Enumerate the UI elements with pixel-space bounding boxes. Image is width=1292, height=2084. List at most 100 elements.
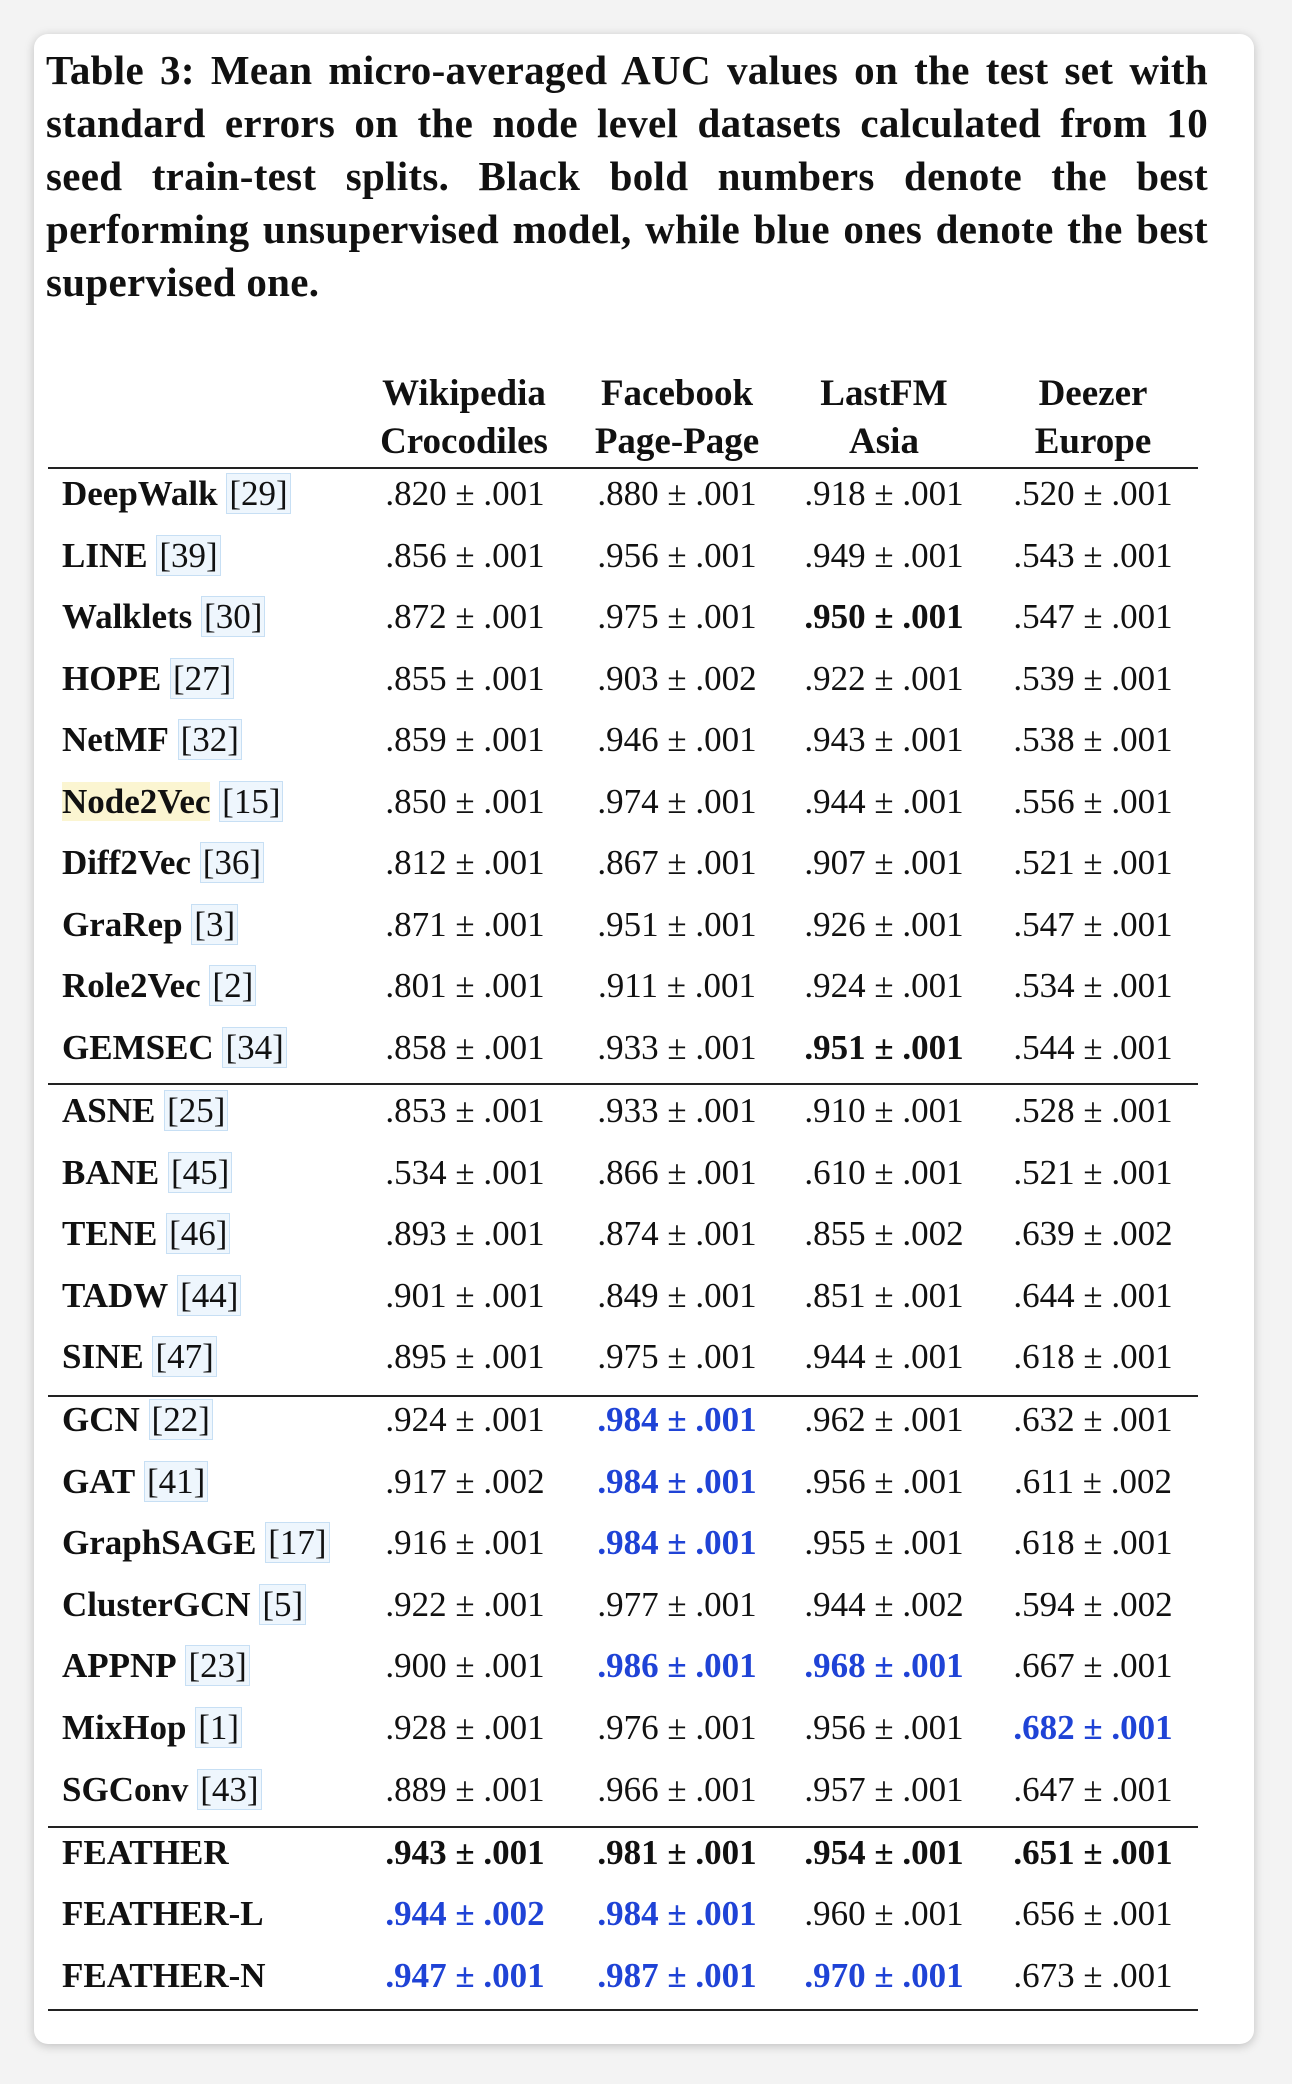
column-header-2-line1: Facebook xyxy=(600,373,754,414)
auc-value-cell: .521 ± .001 xyxy=(1013,1152,1173,1192)
citation-link[interactable]: [15] xyxy=(219,780,284,822)
auc-value-cell: .924 ± .001 xyxy=(804,966,964,1006)
auc-value-cell: .801 ± .001 xyxy=(385,966,545,1006)
table-row: NetMF [32] .859 ± .001 .946 ± .001 .943 ± .… xyxy=(0,712,1292,774)
citation-link[interactable]: [34] xyxy=(222,1026,287,1068)
method-name: LINE xyxy=(62,535,148,575)
auc-value-cell: .956 ± .001 xyxy=(804,1461,964,1501)
column-header-3: LastFM Asia xyxy=(784,370,984,466)
auc-value-cell: .951 ± .001 xyxy=(804,1027,964,1067)
method-cell: SGConv [43] xyxy=(62,1768,262,1810)
citation-link[interactable]: [23] xyxy=(185,1645,250,1687)
citation-link[interactable]: [45] xyxy=(168,1151,233,1193)
method-name: Role2Vec xyxy=(62,966,201,1006)
table-row: Diff2Vec [36] .812 ± .001 .867 ± .001 .907 … xyxy=(0,835,1292,897)
auc-value-cell: .853 ± .001 xyxy=(385,1091,545,1130)
auc-value-cell: .528 ± .001 xyxy=(1013,1091,1173,1130)
citation-link[interactable]: [41] xyxy=(144,1460,209,1502)
table-row: GCN [22] .924 ± .001 .984 ± .001 .962 ± .00… xyxy=(0,1392,1292,1454)
auc-value-cell: .949 ± .001 xyxy=(804,535,964,575)
auc-value-cell: .957 ± .001 xyxy=(804,1769,964,1809)
auc-value-cell: .850 ± .001 xyxy=(385,781,545,821)
auc-value-cell: .981 ± .001 xyxy=(597,1832,757,1872)
table-rule xyxy=(48,2009,1198,2011)
method-name: GraRep xyxy=(62,904,183,944)
auc-value-cell: .667 ± .001 xyxy=(1013,1646,1173,1686)
citation-link[interactable]: [1] xyxy=(195,1707,243,1748)
auc-value-cell: .820 ± .001 xyxy=(385,474,545,513)
auc-value-cell: .944 ± .002 xyxy=(804,1584,964,1624)
citation-link[interactable]: [22] xyxy=(148,1399,213,1441)
method-cell: TADW [44] xyxy=(62,1274,242,1316)
citation-number: 39 xyxy=(171,535,206,575)
auc-value-cell: .944 ± .001 xyxy=(804,1337,964,1377)
method-cell: MixHop [1] xyxy=(62,1707,243,1748)
column-header-3-line1: LastFM xyxy=(820,373,948,414)
auc-value-cell: .851 ± .001 xyxy=(804,1275,964,1315)
citation-link[interactable]: [44] xyxy=(177,1274,242,1316)
citation-number: 47 xyxy=(167,1337,203,1377)
auc-value-cell: .968 ± .001 xyxy=(804,1646,964,1686)
auc-value-cell: .539 ± .001 xyxy=(1013,658,1173,698)
citation-number: 43 xyxy=(211,1769,247,1809)
method-name: MixHop xyxy=(62,1708,187,1747)
citation-link[interactable]: [47] xyxy=(152,1336,217,1378)
auc-value-cell: .933 ± .001 xyxy=(597,1027,757,1067)
citation-link[interactable]: [2] xyxy=(209,965,257,1007)
citation-link[interactable]: [39] xyxy=(156,534,221,576)
method-name: GAT xyxy=(62,1461,136,1501)
auc-value-cell: .907 ± .001 xyxy=(804,843,964,883)
auc-value-cell: .543 ± .001 xyxy=(1013,535,1173,575)
table-row: MixHop [1] .928 ± .001 .976 ± .001 .956 ± .… xyxy=(0,1700,1292,1762)
auc-value-cell: .594 ± .002 xyxy=(1013,1584,1173,1624)
citation-link[interactable]: [43] xyxy=(197,1768,262,1810)
method-cell: TENE [46] xyxy=(62,1213,231,1255)
citation-link[interactable]: [27] xyxy=(169,657,235,699)
table-row: GraphSAGE [17] .916 ± .001 .984 ± .001 .955… xyxy=(0,1515,1292,1577)
table-row: GAT [41] .917 ± .002 .984 ± .001 .956 ± .00… xyxy=(0,1454,1292,1516)
table-row: SINE [47] .895 ± .001 .975 ± .001 .944 ± .0… xyxy=(0,1329,1292,1391)
citation-link[interactable]: [17] xyxy=(265,1522,330,1564)
citation-link[interactable]: [32] xyxy=(177,719,242,761)
auc-value-cell: .889 ± .001 xyxy=(385,1769,545,1809)
citation-link[interactable]: [5] xyxy=(259,1583,307,1625)
method-name: FEATHER-N xyxy=(62,1955,266,1995)
auc-value-cell: .944 ± .001 xyxy=(804,781,964,821)
auc-value-cell: .966 ± .001 xyxy=(597,1769,757,1809)
citation-link[interactable]: [36] xyxy=(199,842,265,884)
citation-link[interactable]: [46] xyxy=(166,1213,231,1255)
citation-number: 1 xyxy=(209,1708,228,1747)
table-caption: Table 3: Mean micro-averaged AUC values … xyxy=(46,47,1208,305)
table-row: Node2Vec [15] .850 ± .001 .974 ± .001 .944 … xyxy=(0,774,1292,836)
method-cell: ClusterGCN [5] xyxy=(62,1583,307,1625)
table-rule xyxy=(48,1083,1198,1085)
table-row: ClusterGCN [5] .922 ± .001 .977 ± .001 .944… xyxy=(0,1577,1292,1639)
auc-value-cell: .916 ± .001 xyxy=(385,1523,545,1563)
auc-value-cell: .895 ± .001 xyxy=(385,1337,545,1377)
auc-value-cell: .917 ± .002 xyxy=(385,1461,545,1501)
method-name: TENE xyxy=(62,1214,158,1254)
citation-link[interactable]: [30] xyxy=(201,596,266,638)
method-cell: LINE [39] xyxy=(62,534,221,576)
method-cell: GCN [22] xyxy=(62,1399,213,1441)
auc-value-cell: .673 ± .001 xyxy=(1013,1955,1173,1995)
auc-value-cell: .547 ± .001 xyxy=(1013,597,1173,637)
citation-number: 45 xyxy=(182,1152,218,1192)
method-cell: Diff2Vec [36] xyxy=(62,842,265,884)
table-row: TADW [44] .901 ± .001 .849 ± .001 .851 ± .0… xyxy=(0,1268,1292,1330)
auc-value-cell: .858 ± .001 xyxy=(385,1027,545,1067)
method-cell: HOPE [27] xyxy=(62,657,235,699)
citation-number: 32 xyxy=(192,720,228,760)
column-header-4-line1: Deezer xyxy=(1038,373,1148,414)
auc-value-cell: .984 ± .001 xyxy=(597,1461,757,1501)
auc-value-cell: .975 ± .001 xyxy=(597,597,757,637)
citation-number: 23 xyxy=(200,1646,236,1686)
citation-link[interactable]: [29] xyxy=(226,473,291,514)
citation-link[interactable]: [25] xyxy=(164,1090,229,1131)
method-cell: BANE [45] xyxy=(62,1151,233,1193)
auc-value-cell: .871 ± .001 xyxy=(385,904,545,944)
method-name: TADW xyxy=(62,1275,169,1315)
auc-value-cell: .874 ± .001 xyxy=(597,1214,757,1254)
auc-value-cell: .984 ± .001 xyxy=(597,1400,757,1440)
citation-link[interactable]: [3] xyxy=(191,903,239,945)
